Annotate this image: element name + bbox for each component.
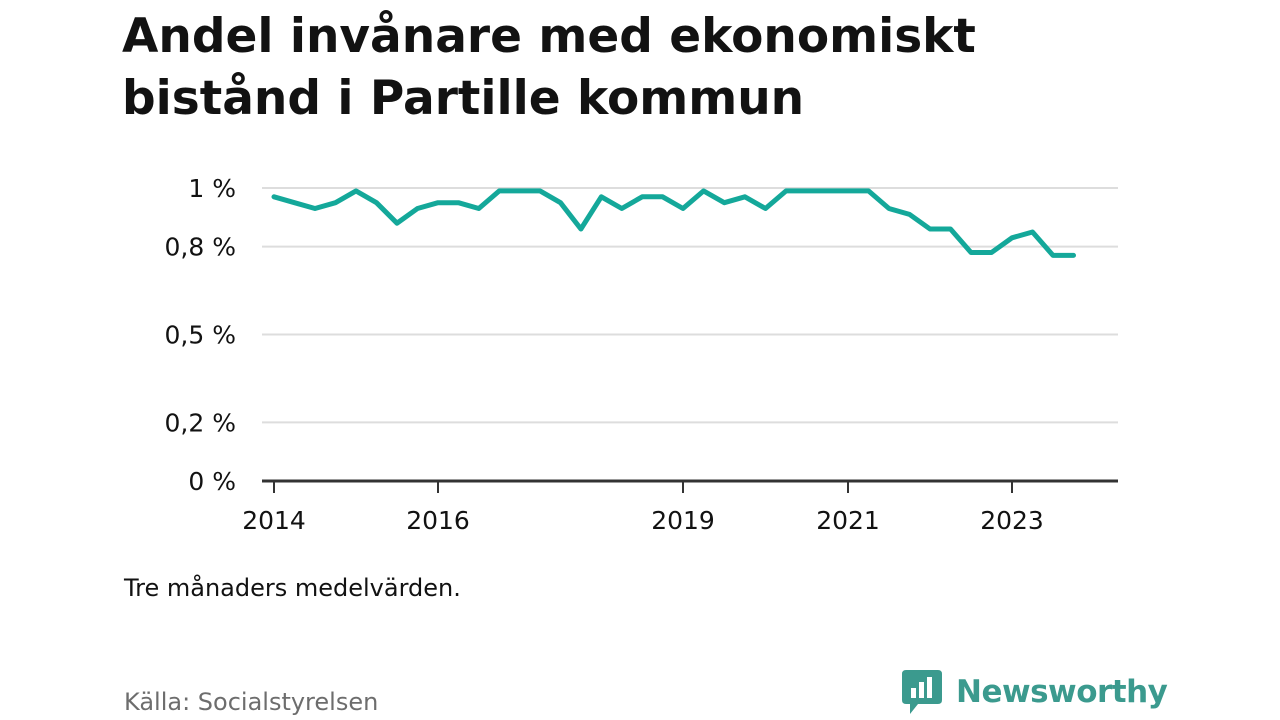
- x-tick-label: 2014: [242, 506, 306, 535]
- x-axis-labels: 2014 2016 2019 2021 2023: [242, 506, 1044, 535]
- x-tick-label: 2021: [816, 506, 880, 535]
- y-tick-label: 0,2 %: [165, 408, 236, 437]
- x-tick-label: 2023: [980, 506, 1044, 535]
- grid-lines: [262, 187, 1118, 424]
- chart-title: Andel invånare med ekonomiskt bistånd i …: [122, 9, 976, 126]
- x-tick-label: 2019: [651, 506, 715, 535]
- brand-logo: Newsworthy: [902, 670, 1168, 714]
- x-tick-label: 2016: [406, 506, 470, 535]
- y-tick-label: 0 %: [188, 467, 236, 496]
- chart-note: Tre månaders medelvärden.: [124, 574, 461, 602]
- series-layer: [271, 188, 1076, 258]
- series-line: [271, 188, 1076, 258]
- y-tick-label: 1 %: [188, 174, 236, 203]
- y-axis-labels: 0 % 0,2 % 0,5 % 0,8 % 1 %: [165, 174, 236, 496]
- y-tick-label: 0,8 %: [165, 233, 236, 262]
- bar-chart-icon: [902, 670, 942, 714]
- x-axis: [262, 479, 1118, 493]
- brand-name: Newsworthy: [956, 674, 1168, 710]
- source-credit: Källa: Socialstyrelsen: [124, 688, 379, 716]
- y-tick-label: 0,5 %: [165, 321, 236, 350]
